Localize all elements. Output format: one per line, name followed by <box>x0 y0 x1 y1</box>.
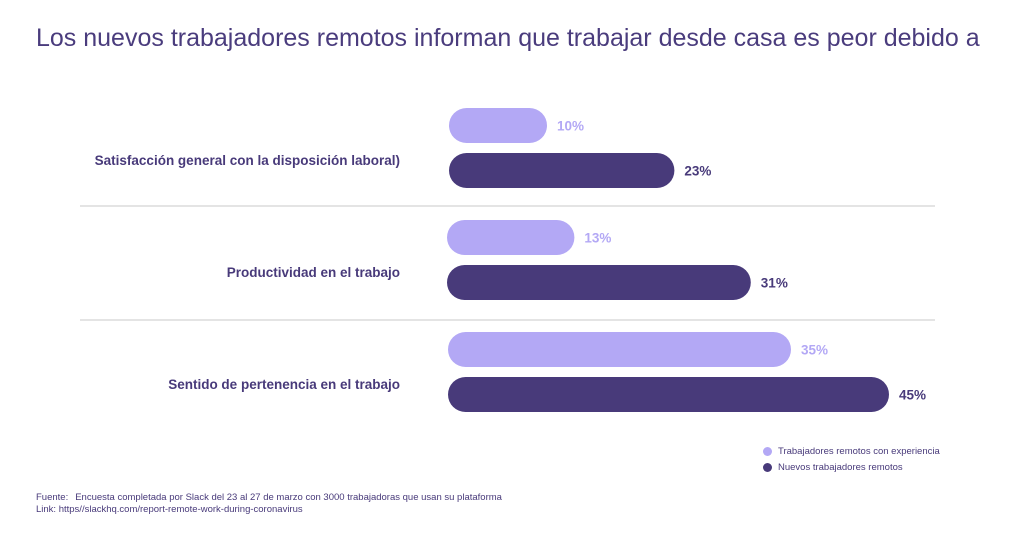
legend-swatch-experienced <box>763 446 772 456</box>
data-label: 45% <box>899 388 926 403</box>
data-label: 35% <box>801 343 828 358</box>
legend-swatch-new <box>763 462 772 472</box>
data-label: 23% <box>684 164 711 179</box>
bar-new <box>449 153 675 188</box>
footer: Fuente: Encuesta completada por Slack del… <box>36 492 502 516</box>
source-label: Fuente: <box>36 492 69 503</box>
bar-chart: Satisfacción general con la disposición … <box>80 108 935 412</box>
legend-label-experienced: Trabajadores remotos con experiencia <box>778 445 940 457</box>
bar-experienced <box>449 108 547 143</box>
source-text: Encuesta completada por Slack del 23 al … <box>75 492 502 503</box>
data-label: 10% <box>557 119 584 134</box>
category-label: Satisfacción general con la disposición … <box>95 153 400 168</box>
legend-item-new: Nuevos trabajadores remotos <box>763 459 940 475</box>
category-label: Sentido de pertenencia en el trabajo <box>168 377 400 392</box>
bar-experienced <box>448 332 791 367</box>
category-label: Productividad en el trabajo <box>227 265 400 280</box>
bar-new <box>448 377 889 412</box>
legend-item-experienced: Trabajadores remotos con experiencia <box>763 443 940 459</box>
source-link: Link: https//slackhq.com/report-remote-w… <box>36 504 303 515</box>
bar-new <box>447 265 751 300</box>
source-line: Fuente: Encuesta completada por Slack del… <box>36 492 502 504</box>
data-label: 13% <box>584 231 611 246</box>
legend: Trabajadores remotos con experiencia Nue… <box>763 443 940 475</box>
chart-title: Los nuevos trabajadores remotos informan… <box>36 24 980 52</box>
bar-experienced <box>447 220 575 255</box>
data-label: 31% <box>761 276 788 291</box>
legend-label-new: Nuevos trabajadores remotos <box>778 461 903 473</box>
